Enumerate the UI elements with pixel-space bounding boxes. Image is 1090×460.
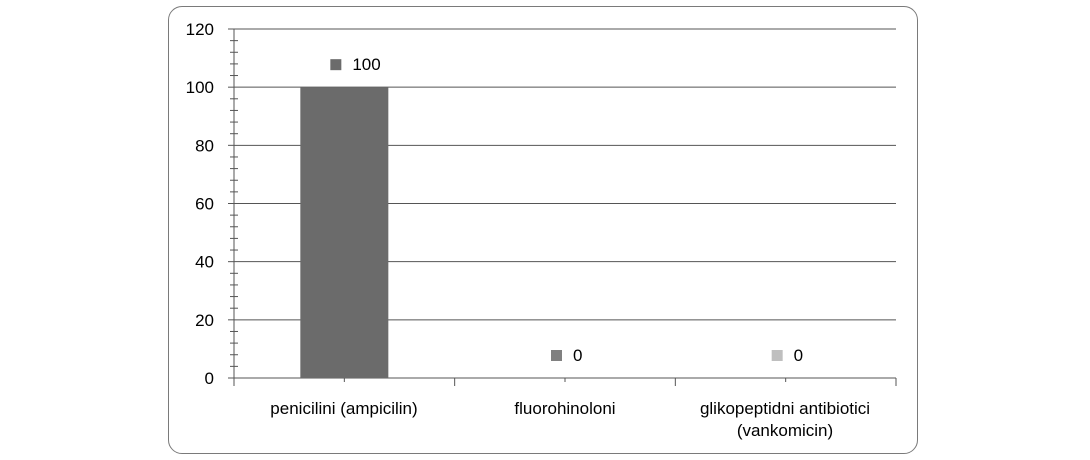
data-labels: 100 0 0 <box>330 55 803 365</box>
axes: 0 20 40 60 80 100 120 <box>186 20 897 388</box>
legend-key-marker <box>551 350 562 361</box>
legend-key-marker <box>771 350 783 361</box>
legend-key-marker <box>330 59 342 71</box>
data-label: 0 <box>794 346 803 365</box>
y-tick-label: 40 <box>195 253 214 272</box>
data-label: 100 <box>352 55 380 74</box>
y-tick-label: 60 <box>195 195 214 214</box>
category-label-glikopeptidni: glikopeptidni antibiotici (vankomicin) <box>699 399 871 440</box>
y-tick-label: 20 <box>195 311 214 330</box>
y-tick-label: 120 <box>186 20 214 39</box>
data-label: 0 <box>573 346 582 365</box>
chart-frame <box>168 6 918 454</box>
bars <box>300 87 389 379</box>
y-tick-label: 80 <box>195 136 214 155</box>
y-tick-label: 0 <box>205 369 214 388</box>
bar-0 <box>300 87 389 379</box>
category-label-fluorohinoloni: fluorohinoloni <box>514 399 616 418</box>
y-tick-label: 100 <box>186 78 214 97</box>
category-label-penicilini: penicilini (ampicilin) <box>270 399 418 418</box>
